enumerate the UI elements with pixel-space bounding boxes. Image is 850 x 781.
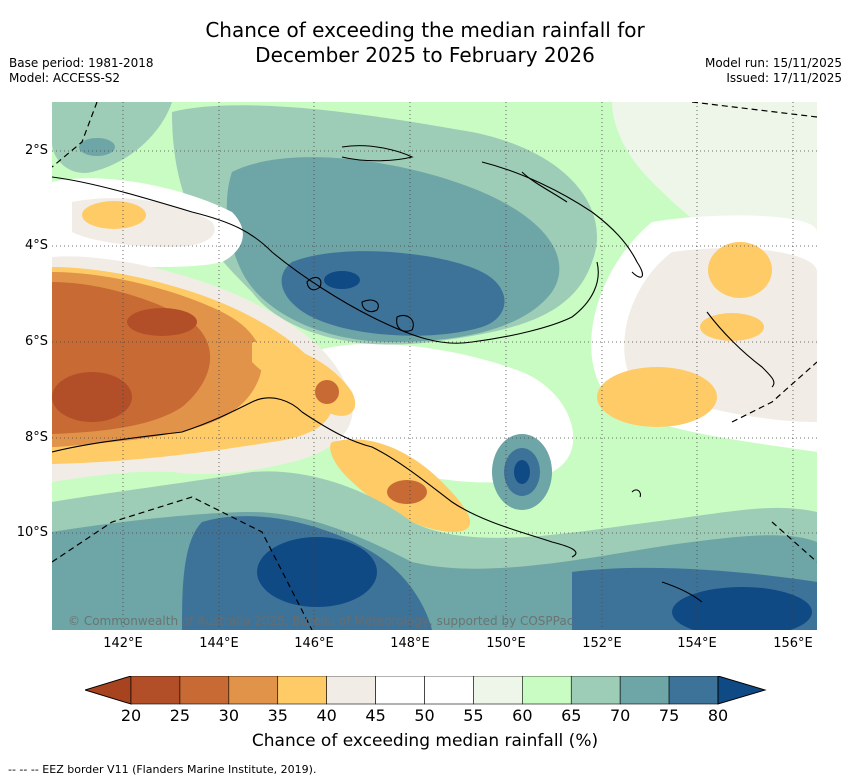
eez-borders <box>52 102 817 630</box>
colorbar-tick-label: 80 <box>707 706 729 725</box>
colorbar-segment <box>424 675 474 705</box>
colorbar-tick-label: 75 <box>658 706 680 725</box>
colorbar-tick-label: 45 <box>365 706 386 725</box>
copyright-note: © Commonwealth of Australia 2025, Bureau… <box>68 614 574 628</box>
colorbar-segment <box>668 675 719 705</box>
colorbar-segment <box>326 675 376 705</box>
region-core-north <box>324 271 360 289</box>
meta-left: Base period: 1981-2018 Model: ACCESS-S2 <box>9 56 154 86</box>
colorbar-tick-label: 55 <box>463 706 484 725</box>
meta-right: Model run: 15/11/2025 Issued: 17/11/2025 <box>705 56 842 86</box>
colorbar-tick-label: 20 <box>120 706 142 725</box>
rainfall-map[interactable] <box>52 102 817 630</box>
colorbar-segment <box>228 675 279 705</box>
region-orange-west-small <box>82 201 146 229</box>
region-brown-central-2 <box>387 480 427 504</box>
colorbar-tick-label: 25 <box>169 706 191 725</box>
region-teal-nw <box>52 102 172 173</box>
lon-label-154: 154°E <box>677 636 717 651</box>
eez-footnote: -- -- -- EEZ border V11 (Flanders Marine… <box>8 763 317 776</box>
title-line-1: Chance of exceeding the median rainfall … <box>205 18 645 42</box>
lon-label-156: 156°E <box>773 636 813 651</box>
title-line-2: December 2025 to February 2026 <box>255 43 595 67</box>
colorbar-tick-label: 50 <box>414 706 435 725</box>
lat-label-10s: 10°S <box>16 525 48 540</box>
colorbar-tick-label: 35 <box>267 706 288 725</box>
colorbar-segment <box>522 675 572 705</box>
region-darkbrown-w <box>127 308 197 336</box>
colorbar <box>83 675 767 710</box>
colorbar-segment <box>570 675 621 705</box>
region-blue-nw <box>79 138 115 156</box>
region-darkbrown-sw <box>52 372 132 422</box>
region-core-se <box>672 587 812 630</box>
lat-label-4s: 4°S <box>24 238 48 253</box>
region-core-east <box>514 460 530 484</box>
lon-label-148: 148°E <box>390 636 430 651</box>
model-run: Model run: 15/11/2025 <box>704 56 842 70</box>
model-name: Model: ACCESS-S2 <box>9 71 121 85</box>
region-orange-ne-strip <box>700 313 764 341</box>
region-core-south <box>257 537 377 607</box>
lon-label-142: 142°E <box>103 636 143 651</box>
graticule <box>52 102 817 630</box>
issued-date: Issued: 17/11/2025 <box>726 71 842 85</box>
colorbar-tick-label: 65 <box>561 706 582 725</box>
colorbar-max-arrow <box>717 675 767 705</box>
coastlines <box>52 145 775 603</box>
lon-label-144: 144°E <box>199 636 239 651</box>
lat-label-8s: 8°S <box>24 430 48 445</box>
colorbar-segments <box>130 675 719 705</box>
colorbar-min-arrow <box>83 675 132 705</box>
region-orange-ne-ellipse <box>708 242 772 298</box>
colorbar-tick-label: 40 <box>316 706 337 725</box>
colorbar-title: Chance of exceeding median rainfall (%) <box>251 731 599 751</box>
region-orange-east <box>597 367 717 427</box>
lon-label-150: 150°E <box>486 636 526 651</box>
colorbar-segment <box>277 675 327 705</box>
base-period: Base period: 1981-2018 <box>9 56 154 70</box>
colorbar-segment <box>375 675 425 705</box>
colorbar-segment <box>130 675 181 705</box>
colorbar-segment <box>179 675 230 705</box>
colorbar-segment <box>619 675 670 705</box>
colorbar-segment <box>473 675 523 705</box>
lon-label-152: 152°E <box>582 636 622 651</box>
region-brown-central-1 <box>315 380 339 404</box>
lat-label-2s: 2°S <box>24 143 48 158</box>
colorbar-tick-label: 70 <box>609 706 631 725</box>
colorbar-tick-label: 60 <box>512 706 533 725</box>
colorbar-tick-label: 30 <box>218 706 239 725</box>
lat-label-6s: 6°S <box>24 334 48 349</box>
colorbar-svg <box>83 675 767 705</box>
map-svg <box>52 102 817 630</box>
map-title: Chance of exceeding the median rainfall … <box>0 18 850 68</box>
lon-label-146: 146°E <box>294 636 334 651</box>
